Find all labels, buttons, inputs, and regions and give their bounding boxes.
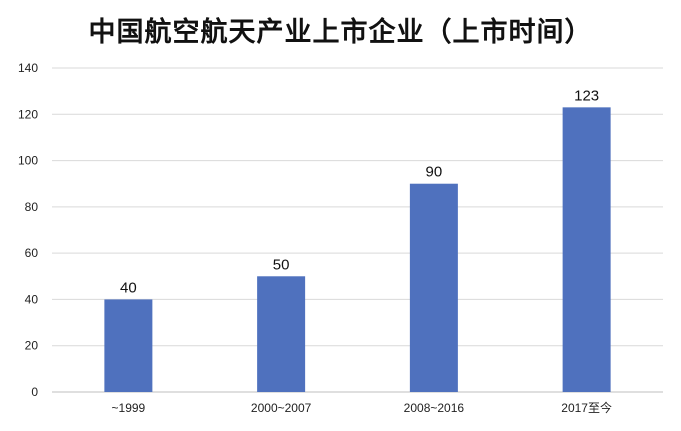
data-label: 40 [120,279,137,296]
y-tick-label: 140 [18,61,38,75]
data-label: 123 [574,87,599,104]
y-tick-label: 60 [25,246,39,260]
chart-title: 中国航空航天产业上市企业（上市时间） [88,17,593,48]
data-label: 50 [273,256,290,273]
bar [257,276,306,392]
x-tick-label: ~1999 [112,401,146,415]
y-tick-label: 100 [18,154,38,168]
bar [562,107,611,392]
bar [409,183,458,392]
data-label: 90 [426,164,443,181]
y-tick-label: 120 [18,107,38,121]
y-tick-label: 20 [25,339,39,353]
x-tick-label: 2008~2016 [404,401,465,415]
y-tick-label: 40 [25,292,39,306]
bar [104,299,153,392]
y-tick-label: 80 [25,200,39,214]
x-tick-label: 2000~2007 [251,401,312,415]
x-tick-label: 2017至今 [561,400,612,415]
y-tick-label: 0 [31,385,38,399]
